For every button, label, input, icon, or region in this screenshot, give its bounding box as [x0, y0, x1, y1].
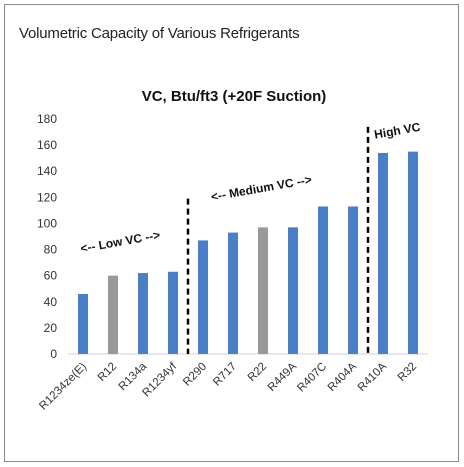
annotation-low-vc: <-- Low VC --> [79, 228, 161, 256]
bar-r22 [258, 227, 268, 354]
y-tick-label: 80 [44, 243, 58, 257]
annotation-high-vc: High VC [373, 120, 422, 142]
y-tick-label: 60 [44, 269, 58, 283]
x-tick-label: R449A [266, 360, 300, 394]
annotations: <-- Low VC --> <-- Medium VC --> High VC [79, 120, 421, 256]
x-tick-label: R407C [295, 361, 329, 395]
x-tick-label: R717 [211, 361, 239, 389]
y-tick-label: 140 [37, 164, 57, 178]
annotation-medium-vc: <-- Medium VC --> [210, 172, 313, 204]
bar-r290 [198, 240, 208, 354]
bars [78, 151, 418, 354]
bar-r410a [378, 152, 388, 354]
bar-r1234yf [168, 271, 178, 354]
bar-r449a [288, 227, 298, 354]
x-tick-label: R404A [326, 360, 360, 394]
y-tick-label: 120 [37, 190, 57, 204]
y-tick-label: 100 [37, 216, 57, 230]
x-tick-label: R290 [181, 361, 209, 389]
y-tick-label: 20 [44, 321, 58, 335]
x-tick-label: R410A [356, 360, 390, 394]
chart-title: VC, Btu/ft3 (+20F Suction) [142, 88, 327, 105]
bar-r12 [108, 275, 118, 354]
y-tick-label: 160 [37, 138, 57, 152]
bar-r1234zee [78, 293, 88, 354]
y-tick-label: 40 [44, 295, 58, 309]
group-dividers [186, 126, 370, 354]
y-tick-label: 0 [50, 347, 57, 361]
x-tick-label: R1234ze(E) [37, 361, 89, 413]
x-tick-label: R22 [246, 361, 269, 384]
bar-r717 [228, 232, 238, 354]
x-tick-label: R32 [396, 361, 419, 384]
bar-r134a [138, 273, 148, 354]
y-axis: 0 20 40 60 80 100 120 140 160 180 [37, 112, 428, 361]
panel-title: Volumetric Capacity of Various Refrigera… [19, 25, 300, 42]
bar-r407c [318, 206, 328, 354]
bar-r404a [348, 206, 358, 354]
x-tick-label: R12 [96, 361, 119, 384]
x-tick-label: R1234yf [140, 360, 179, 399]
bar-r32 [408, 151, 418, 354]
y-tick-label: 180 [37, 112, 57, 126]
